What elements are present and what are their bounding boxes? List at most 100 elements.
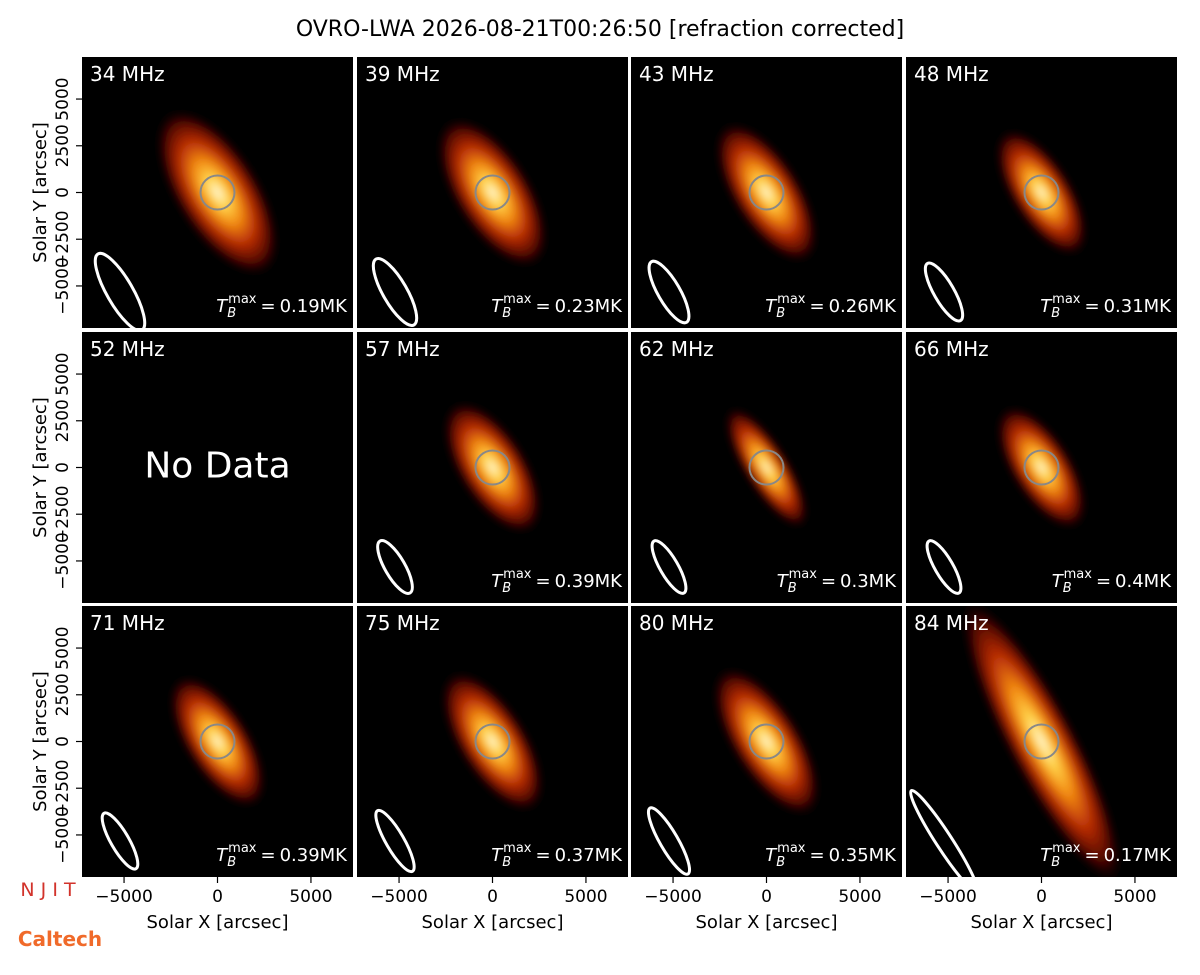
- solar-disk: [1023, 174, 1060, 211]
- tb-eq: =: [821, 571, 836, 592]
- tb-sup: max: [503, 292, 532, 307]
- tb-sub: B: [788, 581, 797, 596]
- solar-disk: [748, 174, 785, 211]
- beam: [650, 539, 688, 595]
- panel-image: [909, 606, 1123, 877]
- tb-symbol: T: [491, 845, 504, 866]
- solar-disk: [474, 174, 511, 211]
- emission: [724, 407, 809, 528]
- panel-label: 57 MHz: [365, 337, 440, 361]
- tb-sup: max: [503, 567, 532, 582]
- tb-eq: =: [1096, 571, 1111, 592]
- tb-max-label: TBmax = 0.19MK: [216, 292, 348, 321]
- tb-symbol: T: [491, 296, 504, 317]
- tb-symbol: T: [765, 296, 778, 317]
- tb-max-label: TBmax = 0.26MK: [765, 292, 897, 321]
- y-tick-label: −5000: [53, 532, 73, 590]
- y-tick-label: −2500: [53, 210, 73, 268]
- y-tick-label: −5000: [53, 257, 73, 315]
- tb-max-label: TBmax = 0.39MK: [216, 841, 348, 870]
- solar-disk: [199, 174, 236, 211]
- beam: [909, 788, 979, 877]
- tb-max-label: TBmax = 0.37MK: [491, 841, 623, 870]
- tb-eq: =: [535, 571, 550, 592]
- emission: [443, 401, 542, 534]
- x-axis-label: Solar X [arcsec]: [696, 912, 838, 933]
- y-axis-label: Solar Y [arcsec]: [30, 671, 51, 812]
- x-tick-label: −5000: [95, 887, 153, 907]
- x-tick-label: −5000: [370, 887, 428, 907]
- panel-image: [646, 667, 820, 876]
- panel-image: [647, 122, 818, 325]
- solar-disk: [1023, 723, 1060, 760]
- solar-disk: [748, 449, 785, 486]
- tb-eq: =: [1084, 845, 1099, 866]
- tb-max-label: TBmax = 0.23MK: [491, 292, 623, 321]
- panel-bg: [82, 332, 353, 603]
- tb-sub: B: [1051, 855, 1060, 870]
- tb-max-label: TBmax = 0.4MK: [1052, 567, 1173, 596]
- panel-label: 75 MHz: [365, 611, 440, 635]
- tb-max-label: TBmax = 0.39MK: [491, 567, 623, 596]
- tb-max-label: TBmax = 0.35MK: [765, 841, 897, 870]
- y-tick-label: 0: [53, 187, 73, 198]
- y-tick-label: 0: [53, 736, 73, 747]
- panel-image: [100, 675, 266, 871]
- tb-symbol: T: [1052, 571, 1065, 592]
- tb-symbol: T: [216, 845, 229, 866]
- panel-label: 80 MHz: [639, 611, 714, 635]
- x-axis-label: Solar X [arcsec]: [147, 912, 289, 933]
- tb-sup: max: [777, 841, 806, 856]
- tb-value: 0.39MK: [555, 571, 624, 592]
- tb-max-label: TBmax = 0.3MK: [777, 567, 898, 596]
- x-tick-label: 5000: [1113, 887, 1156, 907]
- y-tick-label: 2500: [53, 399, 73, 442]
- tb-sup: max: [228, 841, 257, 856]
- tb-sup: max: [1052, 292, 1081, 307]
- tb-value: 0.23MK: [555, 296, 624, 317]
- tb-value: 0.4MK: [1115, 571, 1172, 592]
- tb-value: 0.31MK: [1104, 296, 1173, 317]
- tb-sub: B: [1051, 306, 1060, 321]
- y-tick-label: −2500: [53, 759, 73, 817]
- y-tick-label: −2500: [53, 485, 73, 543]
- y-axis-label: Solar Y [arcsec]: [30, 397, 51, 538]
- y-axis-label: Solar Y [arcsec]: [30, 122, 51, 263]
- logo-njit: N J I T: [20, 879, 76, 901]
- emission: [715, 122, 818, 263]
- tb-value: 0.37MK: [555, 845, 624, 866]
- y-tick-label: 5000: [53, 77, 73, 120]
- x-tick-label: 0: [487, 887, 498, 907]
- tb-value: 0.19MK: [280, 296, 349, 317]
- panel-image: [93, 108, 280, 328]
- beam: [374, 808, 416, 874]
- panel-label: 39 MHz: [365, 62, 440, 86]
- chart-title: OVRO-LWA 2026-08-21T00:26:50 [refraction…: [296, 17, 904, 42]
- emission: [437, 117, 548, 268]
- x-tick-label: −5000: [644, 887, 702, 907]
- panel-label: 71 MHz: [90, 611, 165, 635]
- tb-sup: max: [228, 292, 257, 307]
- panel-label: 48 MHz: [914, 62, 989, 86]
- beam: [646, 806, 692, 876]
- tb-sup: max: [789, 567, 818, 582]
- tb-eq: =: [535, 845, 550, 866]
- emission: [996, 406, 1087, 529]
- tb-symbol: T: [765, 845, 778, 866]
- tb-value: 0.3MK: [840, 571, 897, 592]
- emission: [169, 675, 266, 808]
- panel-image: [923, 129, 1088, 323]
- emission: [441, 671, 544, 812]
- tb-value: 0.17MK: [1104, 845, 1173, 866]
- tb-max-label: TBmax = 0.17MK: [1040, 841, 1172, 870]
- solar-disk: [748, 723, 785, 760]
- y-tick-label: 0: [53, 462, 73, 473]
- emission: [155, 108, 280, 277]
- x-tick-label: 5000: [564, 887, 607, 907]
- tb-eq: =: [809, 296, 824, 317]
- beam: [371, 257, 419, 327]
- x-tick-label: 0: [212, 887, 223, 907]
- solar-disk: [1023, 449, 1060, 486]
- tb-sup: max: [1064, 567, 1093, 582]
